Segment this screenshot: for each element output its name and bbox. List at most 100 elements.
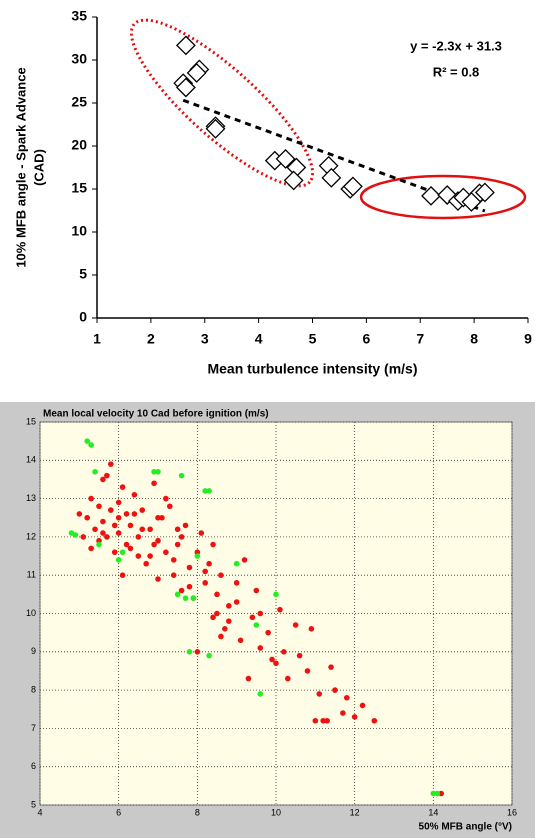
- x-tick-label: 4: [37, 807, 42, 817]
- data-point: [151, 480, 157, 487]
- data-point: [155, 537, 161, 544]
- y-tick-label: 25: [71, 94, 87, 110]
- data-point: [218, 572, 224, 578]
- data-point: [88, 495, 94, 502]
- data-point: [115, 499, 122, 506]
- data-point: [437, 185, 458, 205]
- data-point: [202, 568, 208, 575]
- data-point: [182, 595, 189, 601]
- y-tick-label: 10: [71, 223, 87, 239]
- y-tick-label: 12: [26, 531, 36, 541]
- data-point: [115, 514, 122, 521]
- y-tick-label: 10: [26, 608, 36, 618]
- x-axis-label: 50% MFB angle (°V): [419, 822, 512, 833]
- data-point: [206, 652, 212, 659]
- data-point: [206, 560, 212, 567]
- data-point: [296, 652, 303, 659]
- data-point: [421, 185, 441, 206]
- data-point: [277, 606, 283, 613]
- data-point: [275, 148, 296, 169]
- y-tick-label: 15: [26, 416, 36, 426]
- data-point: [461, 191, 482, 212]
- data-point: [100, 530, 106, 536]
- data-point: [127, 545, 134, 552]
- data-point: [214, 591, 220, 598]
- data-point: [155, 576, 161, 582]
- data-point: [135, 534, 142, 540]
- data-point: [245, 675, 252, 682]
- data-point: [371, 717, 378, 724]
- data-point: [292, 622, 299, 628]
- data-point: [351, 714, 358, 720]
- data-point: [190, 595, 197, 601]
- y-tick-label: 6: [31, 761, 36, 771]
- data-point: [186, 583, 193, 590]
- data-point: [194, 549, 201, 556]
- data-point: [316, 691, 323, 697]
- y-tick-label: 35: [71, 8, 87, 24]
- data-point: [241, 557, 248, 563]
- data-point: [342, 176, 363, 197]
- annotation: y = -2.3x + 31.3: [410, 38, 502, 53]
- data-point: [96, 503, 102, 510]
- chart-title: Mean local velocity 10 Cad before igniti…: [43, 409, 269, 420]
- data-point: [328, 664, 334, 670]
- data-point: [214, 610, 220, 617]
- data-point: [139, 526, 146, 533]
- data-point: [186, 564, 193, 571]
- data-point: [88, 442, 94, 448]
- data-point: [186, 62, 207, 83]
- highlight-ellipse: [129, 18, 315, 188]
- data-point: [175, 35, 196, 56]
- data-point: [151, 468, 157, 475]
- data-point: [151, 541, 157, 548]
- data-point: [430, 790, 437, 797]
- y-tick-label: 13: [26, 493, 36, 503]
- highlight-ellipse: [359, 174, 527, 220]
- data-point: [127, 522, 134, 529]
- data-point: [174, 526, 181, 533]
- x-tick-label: 14: [428, 807, 438, 817]
- data-point: [438, 790, 445, 797]
- data-point: [253, 587, 260, 594]
- data-point: [96, 541, 102, 548]
- data-point: [273, 591, 279, 598]
- data-point: [249, 614, 256, 621]
- data-point: [175, 77, 196, 98]
- x-tick-label: 9: [524, 331, 532, 347]
- data-point: [285, 675, 291, 682]
- data-point: [308, 626, 315, 632]
- data-point: [88, 545, 94, 552]
- data-point: [233, 580, 240, 586]
- data-point: [119, 572, 126, 578]
- data-point: [96, 537, 102, 544]
- data-point: [178, 587, 185, 594]
- x-tick-label: 3: [201, 331, 209, 347]
- data-point: [131, 511, 138, 517]
- x-tick-label: 12: [350, 807, 360, 817]
- x-tick-label: 10: [271, 807, 281, 817]
- data-point: [186, 649, 193, 655]
- data-point: [340, 710, 346, 716]
- data-point: [359, 702, 366, 709]
- data-point: [155, 468, 161, 475]
- annotation: R² = 0.8: [433, 64, 480, 79]
- data-point: [273, 660, 279, 667]
- data-point: [320, 717, 327, 724]
- data-point: [344, 694, 350, 701]
- data-point: [108, 507, 114, 513]
- data-point: [206, 488, 212, 494]
- data-point: [202, 580, 208, 586]
- data-point: [115, 530, 122, 536]
- data-point: [178, 534, 185, 540]
- data-point: [233, 560, 240, 567]
- x-tick-label: 8: [195, 807, 200, 817]
- data-point: [92, 526, 98, 533]
- data-point: [104, 534, 110, 540]
- data-point: [222, 626, 228, 632]
- data-point: [123, 511, 130, 517]
- x-tick-label: 16: [507, 807, 517, 817]
- data-point: [324, 717, 330, 724]
- y-tick-label: 0: [79, 309, 87, 325]
- data-point: [119, 549, 126, 556]
